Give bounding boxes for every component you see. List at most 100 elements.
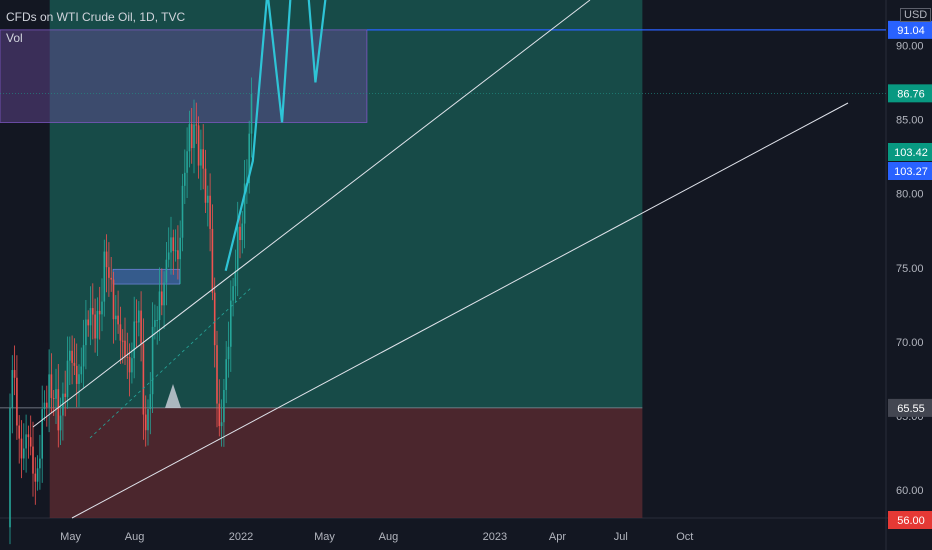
candle [234,270,237,287]
x-tick-label: May [314,531,335,543]
candle [154,320,156,327]
candle [243,183,246,224]
candle [147,409,149,431]
candle [39,458,41,469]
price-tag-label: 86.76 [897,88,925,100]
candle [142,343,145,415]
candle [223,389,225,423]
candle [216,345,218,404]
candle [197,125,200,166]
candle [87,319,89,326]
candle [195,124,198,126]
candle [177,250,179,260]
price-tag: 103.42 [888,143,932,161]
candle [82,345,85,367]
x-tick-label: Aug [379,531,399,543]
candle [32,446,34,474]
candle [144,414,147,431]
candle [29,437,32,447]
x-tick-label: 2022 [229,531,253,543]
price-tag: 56.00 [888,511,932,529]
candle [66,360,69,397]
candle [103,251,106,302]
candle [92,308,94,315]
candle [9,408,11,528]
candle [225,359,227,390]
candle [167,252,170,260]
candle [41,409,43,459]
candle [236,226,239,271]
price-tag-bg [888,162,932,180]
projection-path [224,0,327,271]
candle [149,394,152,410]
candle [241,223,244,241]
volume-indicator-label[interactable]: Vol [6,31,23,45]
chart-title: CFDs on WTI Crude Oil, 1D, TVC [6,10,186,24]
x-tick-label: 2023 [483,531,507,543]
candle [163,282,165,306]
y-tick-label: 70.00 [896,337,924,349]
candle [71,350,73,363]
candle [227,346,230,360]
candle [27,434,30,438]
price-tag-label: 103.42 [894,147,928,159]
candle [151,326,154,395]
candle [156,320,158,322]
candle [124,340,126,357]
candle [119,324,122,341]
target-zone [49,0,643,408]
candle [34,473,37,482]
candle [239,226,241,241]
candle [16,377,18,426]
candle [52,398,55,400]
candle [188,124,191,152]
candle [36,468,39,482]
price-tag: 65.55 [888,398,932,417]
price-tag-label: 56.00 [897,515,925,527]
price-tag-bg [888,20,932,39]
price-tag-label: 103.27 [894,166,928,178]
candle [101,301,103,315]
candle [69,350,71,361]
candle [85,319,87,346]
candle [133,321,135,359]
candle [138,310,140,323]
channel-upper-line [32,0,591,428]
stop-zone [49,407,643,518]
x-tick-label: Jul [614,531,628,543]
candle [110,277,112,280]
x-tick-label: May [60,531,81,543]
resistance-zone [0,29,368,123]
candle [211,228,214,293]
price-tag-bg [888,398,932,417]
candle [204,168,207,203]
candle [46,402,48,408]
price-tag-bg [888,143,932,161]
candle [209,195,211,229]
y-tick-label: 85.00 [896,114,924,126]
candle [13,370,16,378]
x-tick-label: Apr [549,531,566,543]
candle [48,374,50,408]
candle [213,292,216,346]
candle [94,314,96,339]
candles [9,77,253,545]
price-tag: 103.27 [888,162,932,180]
candle [108,267,110,278]
candle [50,374,53,399]
candle [117,315,119,325]
candle [250,94,253,134]
currency-label[interactable]: USD [900,8,932,22]
candle [181,185,184,238]
candle [220,422,223,427]
candle [115,315,117,320]
price-tag-bg [888,511,932,529]
candle [43,402,46,410]
candle [73,362,76,366]
candle [121,340,124,342]
candle [248,133,250,183]
channel-lower-line [71,102,849,519]
candle [80,366,83,375]
candle [131,358,133,373]
